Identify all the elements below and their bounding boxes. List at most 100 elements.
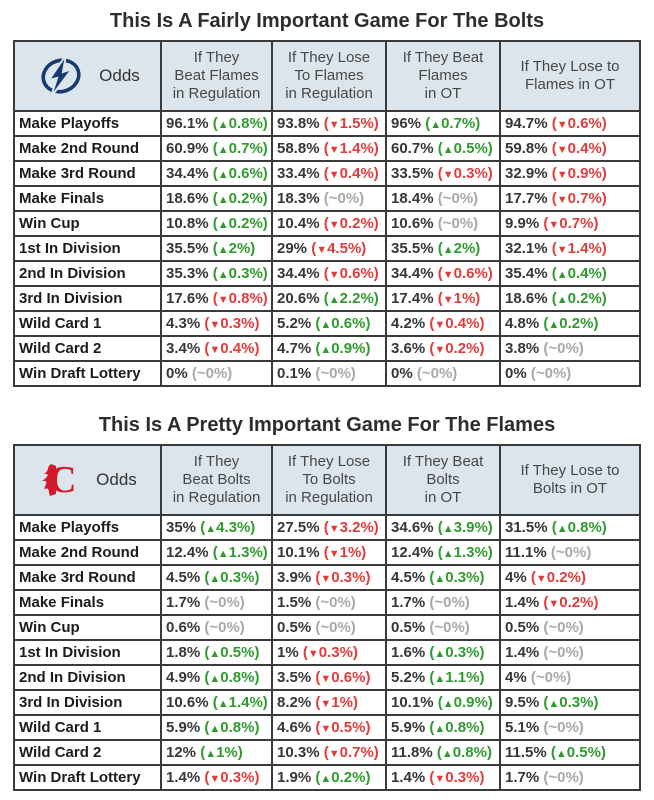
- odds-cell: 34.4% (▼0.6%): [271, 260, 387, 287]
- cell-change: (▲0.5%): [204, 644, 260, 661]
- cell-change: (▼1.4%): [323, 140, 379, 157]
- up-arrow-icon: ▲: [434, 723, 446, 735]
- cell-value: 4.5%: [166, 569, 201, 586]
- odds-cell: 4.5% (▲0.3%): [385, 564, 501, 591]
- cell-value: 4.3%: [166, 315, 201, 332]
- cell-value: 17.7%: [505, 190, 548, 207]
- odds-cell: 0.5% (~0%): [271, 614, 387, 641]
- down-arrow-icon: ▼: [556, 194, 568, 206]
- cell-value: 3.4%: [166, 340, 201, 357]
- odds-cell: 35.5% (▲2%): [160, 235, 273, 262]
- cell-value: 17.4%: [391, 290, 434, 307]
- cell-change: (▼0.9%): [551, 165, 607, 182]
- cell-change: (▼0.3%): [437, 165, 493, 182]
- cell-change: (▼0.2%): [543, 594, 599, 611]
- odds-cell: 20.6% (▲2.2%): [271, 285, 387, 312]
- odds-cell: 60.7% (▲0.5%): [385, 135, 501, 162]
- cell-change: (▲0.7%): [425, 115, 481, 132]
- odds-cell: 10.1% (▼1%): [271, 539, 387, 566]
- cell-value: 4%: [505, 569, 527, 586]
- cell-change: (~0%): [315, 365, 356, 382]
- cell-change: (▼4.5%): [311, 240, 367, 257]
- cell-change: (▲4.3%): [200, 519, 256, 536]
- odds-cell: 32.1% (▼1.4%): [499, 235, 641, 262]
- table-row: Make Finals 1.7% (~0%) 1.5% (~0%) 1.7% (~0%…: [13, 589, 641, 616]
- odds-cell: 1.7% (~0%): [385, 589, 501, 616]
- cell-change: (▼0.7%): [323, 744, 379, 761]
- odds-cell: 34.4% (▲0.6%): [160, 160, 273, 187]
- odds-cell: 11.8% (▲0.8%): [385, 739, 501, 766]
- cell-value: 4.5%: [391, 569, 426, 586]
- down-arrow-icon: ▼: [209, 773, 221, 785]
- down-arrow-icon: ▼: [328, 548, 340, 560]
- down-arrow-icon: ▼: [442, 269, 454, 281]
- odds-cell: 96.1% (▲0.8%): [160, 110, 273, 137]
- odds-cell: 10.4% (▼0.2%): [271, 210, 387, 237]
- cell-value: 35%: [166, 519, 197, 536]
- odds-cell: 17.4% (▼1%): [385, 285, 501, 312]
- cell-value: 18.6%: [166, 190, 209, 207]
- down-arrow-icon: ▼: [548, 598, 560, 610]
- up-arrow-icon: ▲: [434, 573, 446, 585]
- cell-change: (▲1.3%): [437, 544, 493, 561]
- odds-cell: 3.8% (~0%): [499, 335, 641, 362]
- cell-change: (▲0.8%): [436, 744, 492, 761]
- cell-value: 10.6%: [391, 215, 434, 232]
- odds-cell: 1.8% (▲0.5%): [160, 639, 273, 666]
- cell-change: (▲0.2%): [315, 769, 371, 786]
- cell-value: 3.8%: [505, 340, 540, 357]
- cell-value: 5.2%: [391, 669, 426, 686]
- cell-change: (~0%): [543, 719, 584, 736]
- up-arrow-icon: ▲: [442, 698, 454, 710]
- odds-cell: 0% (~0%): [385, 360, 501, 387]
- cell-value: 1.7%: [391, 594, 426, 611]
- odds-cell: 11.1% (~0%): [499, 539, 641, 566]
- up-arrow-icon: ▲: [556, 523, 568, 535]
- odds-cell: 12% (▲1%): [160, 739, 273, 766]
- cell-change: (~0%): [550, 544, 592, 561]
- cell-change: (▼0.7%): [543, 215, 599, 232]
- flames-table-body: Make Playoffs 35% (▲4.3%) 27.5% (▼3.2%) 34.…: [13, 514, 641, 791]
- cell-change: (▲0.8%): [204, 719, 260, 736]
- odds-cell: 4.3% (▼0.3%): [160, 310, 273, 337]
- row-label: Wild Card 1: [13, 714, 162, 741]
- down-arrow-icon: ▼: [328, 523, 340, 535]
- cell-change: (▲0.2%): [551, 290, 607, 307]
- cell-change: (▲1%): [200, 744, 243, 761]
- cell-change: (▼0.5%): [315, 719, 371, 736]
- up-arrow-icon: ▲: [434, 648, 446, 660]
- odds-cell: 60.9% (▲0.7%): [160, 135, 273, 162]
- cell-value: 0.5%: [277, 619, 312, 636]
- flames-column-lose-ot: If They Lose to Bolts in OT: [499, 444, 641, 516]
- cell-change: (▲0.8%): [204, 669, 260, 686]
- odds-cell: 5.9% (▲0.8%): [385, 714, 501, 741]
- cell-change: (▼0.6%): [315, 669, 371, 686]
- odds-cell: 5.2% (▲0.6%): [271, 310, 387, 337]
- cell-change: (▼0.3%): [429, 769, 485, 786]
- row-label: Win Cup: [13, 614, 162, 641]
- cell-change: (~0%): [543, 769, 584, 786]
- cell-change: (▼0.6%): [551, 115, 607, 132]
- cell-change: (▲0.9%): [437, 694, 493, 711]
- cell-change: (▼0.3%): [204, 769, 260, 786]
- cell-change: (▼1%): [323, 544, 367, 561]
- up-arrow-icon: ▲: [209, 648, 221, 660]
- odds-cell: 33.5% (▼0.3%): [385, 160, 501, 187]
- odds-cell: 5.9% (▲0.8%): [160, 714, 273, 741]
- cell-value: 9.9%: [505, 215, 540, 232]
- odds-cell: 93.8% (▼1.5%): [271, 110, 387, 137]
- odds-cell: 0% (~0%): [160, 360, 273, 387]
- cell-value: 60.9%: [166, 140, 209, 157]
- cell-value: 20.6%: [277, 290, 320, 307]
- cell-value: 18.4%: [391, 190, 434, 207]
- up-arrow-icon: ▲: [209, 723, 221, 735]
- cell-value: 96.1%: [166, 115, 209, 132]
- table-row: 1st In Division 1.8% (▲0.5%) 1% (▼0.3%) 1.6…: [13, 639, 641, 666]
- cell-change: (~0%): [437, 215, 479, 232]
- down-arrow-icon: ▼: [320, 698, 332, 710]
- cell-value: 1%: [277, 644, 299, 661]
- table-row: Make 3rd Round 34.4% (▲0.6%) 33.4% (▼0.4%)…: [13, 160, 641, 187]
- cell-value: 34.4%: [391, 265, 434, 282]
- cell-change: (▼0.6%): [437, 265, 493, 282]
- svg-text:C: C: [49, 459, 76, 501]
